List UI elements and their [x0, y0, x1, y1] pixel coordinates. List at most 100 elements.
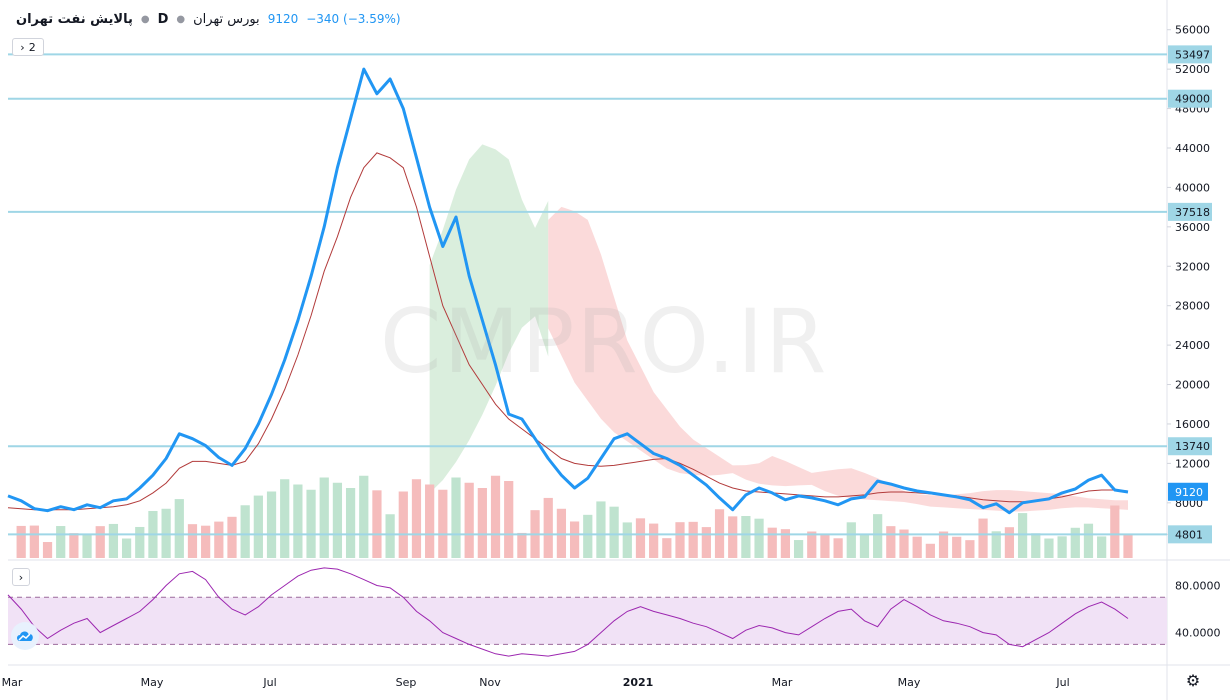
rsi-band — [8, 597, 1167, 645]
volume-bar — [1070, 527, 1080, 558]
price-tick-label: 40000 — [1175, 181, 1210, 194]
price-series — [7, 67, 1129, 515]
volume-bar — [1083, 523, 1094, 558]
volume-bar — [411, 479, 422, 558]
level-tag-bg — [1168, 525, 1212, 544]
price-change: −340 (−3.59%) — [306, 12, 401, 26]
level-tag-bg — [1168, 202, 1212, 221]
volume-bar — [214, 521, 224, 558]
volume-bar — [846, 522, 856, 558]
price-tick-label: 36000 — [1175, 221, 1210, 234]
volume-bar — [174, 499, 184, 558]
volume-bar — [266, 491, 277, 558]
symbol-name[interactable]: پالایش نفت تهران — [16, 11, 133, 27]
timeframe-label[interactable]: D — [157, 11, 169, 27]
volume-bar — [1031, 533, 1041, 558]
volume-bar — [675, 522, 685, 558]
last-price-tag-label: 9120 — [1175, 486, 1203, 499]
volume-bar — [464, 482, 474, 558]
price-tick-label: 16000 — [1175, 418, 1210, 431]
volume-bar — [280, 479, 290, 558]
time-tick-label: May — [141, 676, 164, 689]
time-axis: Mar May Jul Sep Nov 2021 Mar May Jul — [2, 676, 1070, 689]
separator-dot: ● — [176, 13, 186, 25]
volume-bar — [741, 516, 751, 558]
volume-bar — [938, 531, 949, 558]
level-tag-label: 13740 — [1175, 440, 1210, 453]
volume-bar — [16, 525, 26, 558]
volume-bar — [793, 540, 804, 558]
volume-bar — [490, 475, 501, 558]
volume-bar — [925, 543, 935, 558]
horizontal-levels — [8, 53, 1167, 536]
level-tag-label: 4801 — [1175, 528, 1203, 541]
time-tick-label: 2021 — [623, 676, 654, 689]
volume-bar — [1004, 527, 1015, 558]
volume-bar — [42, 542, 53, 558]
volume-bar — [728, 516, 738, 558]
volume-bar — [952, 536, 962, 558]
indicators-toggle-button[interactable]: › 2 — [12, 38, 44, 56]
volume-bar — [253, 495, 263, 558]
volume-bar — [635, 518, 646, 558]
volume-bar — [701, 527, 711, 558]
volume-bar — [965, 540, 975, 558]
volume-bar — [359, 475, 369, 558]
price-tick-label: 28000 — [1175, 300, 1210, 313]
price-line — [7, 67, 1129, 515]
time-tick-label: Nov — [479, 676, 501, 689]
volume-bar — [385, 514, 395, 558]
rsi-expand-button[interactable]: › — [12, 568, 30, 586]
volume-bar — [978, 518, 988, 558]
volume-bar — [622, 522, 632, 558]
volume-bar — [649, 523, 659, 558]
volume-bar — [899, 529, 909, 558]
price-tick-label: 56000 — [1175, 24, 1210, 37]
chevron-right-icon: › — [20, 40, 25, 54]
last-price: 9120 — [267, 12, 299, 26]
rsi-tick-label: 80.0000 — [1175, 580, 1221, 593]
volume-bar — [596, 501, 606, 558]
volume-bar — [504, 481, 514, 558]
volume-bar — [754, 518, 764, 558]
symbol-header: پالایش نفت تهران ● D ● بورس تهران 9120 −… — [12, 8, 405, 30]
volume-bar — [517, 532, 527, 558]
volume-bar — [56, 526, 66, 558]
tradingview-logo[interactable] — [11, 622, 39, 650]
volume-bar — [372, 490, 382, 558]
price-tick-label: 52000 — [1175, 63, 1210, 76]
last-price-tag-bg — [1168, 482, 1208, 501]
volume-bar — [82, 534, 92, 558]
time-tick-label: Sep — [396, 676, 417, 689]
volume-bar — [477, 488, 487, 558]
price-tick-label: 32000 — [1175, 260, 1210, 273]
price-tick-label: 24000 — [1175, 339, 1210, 352]
volume-bar — [1017, 513, 1028, 558]
price-tick-label: 44000 — [1175, 142, 1210, 155]
level-tag-bg — [1168, 45, 1212, 64]
volume-bar — [1044, 538, 1054, 558]
volume-bar — [833, 538, 843, 558]
level-tag-bg — [1168, 437, 1212, 456]
volume-bar — [1110, 505, 1120, 558]
volume-bar — [543, 497, 553, 558]
volume-bar — [398, 491, 408, 558]
volume-bar — [859, 535, 870, 558]
time-tick-label: Jul — [1055, 676, 1069, 689]
price-tick-label: 20000 — [1175, 379, 1210, 392]
volume-bar — [438, 489, 448, 558]
volume-bar — [227, 516, 237, 558]
level-tag-bg — [1168, 89, 1212, 108]
volume-bar — [873, 514, 883, 558]
volume-bar — [767, 527, 777, 558]
volume-bar — [688, 521, 698, 558]
volume-bar — [108, 523, 119, 558]
level-tag-label: 49000 — [1175, 93, 1210, 106]
volume-bar — [293, 484, 303, 558]
rsi-pane: 40.0000 80.0000 — [7, 567, 1221, 657]
volume-bar — [662, 538, 672, 558]
settings-gear-icon[interactable]: ⚙ — [1185, 670, 1201, 690]
volume-bar — [1057, 536, 1067, 558]
volume-bar — [201, 525, 211, 558]
